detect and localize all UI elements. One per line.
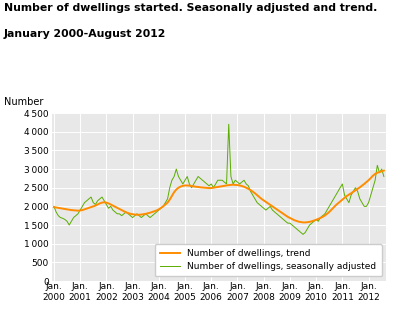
Number of dwellings, seasonally adjusted (51, 204, 56, 208)
Line: Number of dwellings, seasonally adjusted: Number of dwellings, seasonally adjusted (54, 124, 384, 234)
Number of dwellings, trend (382, 169, 386, 172)
Line: Number of dwellings, trend: Number of dwellings, trend (54, 171, 384, 223)
Legend: Number of dwellings, trend, Number of dwellings, seasonally adjusted: Number of dwellings, trend, Number of dw… (154, 244, 382, 276)
Number of dwellings, seasonally adjusted (268, 204, 273, 208)
Number of dwellings, trend (51, 205, 56, 209)
Number of dwellings, trend (102, 200, 107, 204)
Number of dwellings, trend (62, 207, 67, 211)
Number of dwellings, trend (135, 213, 139, 217)
Number of dwellings, trend (165, 201, 170, 204)
Number of dwellings, seasonally adjusted (300, 233, 305, 236)
Number of dwellings, trend (266, 202, 271, 205)
Number of dwellings, trend (300, 221, 305, 224)
Text: Number of dwellings started. Seasonally adjusted and trend.: Number of dwellings started. Seasonally … (4, 3, 377, 13)
Number of dwellings, seasonally adjusted (135, 212, 139, 216)
Number of dwellings, seasonally adjusted (165, 197, 170, 201)
Number of dwellings, seasonally adjusted (102, 199, 107, 203)
Text: January 2000-August 2012: January 2000-August 2012 (4, 29, 166, 39)
Number of dwellings, seasonally adjusted (382, 174, 386, 178)
Number of dwellings, seasonally adjusted (274, 212, 279, 216)
Number of dwellings, trend (272, 206, 277, 210)
Text: Number: Number (4, 97, 43, 107)
Number of dwellings, seasonally adjusted (62, 217, 67, 221)
Number of dwellings, seasonally adjusted (226, 122, 231, 126)
